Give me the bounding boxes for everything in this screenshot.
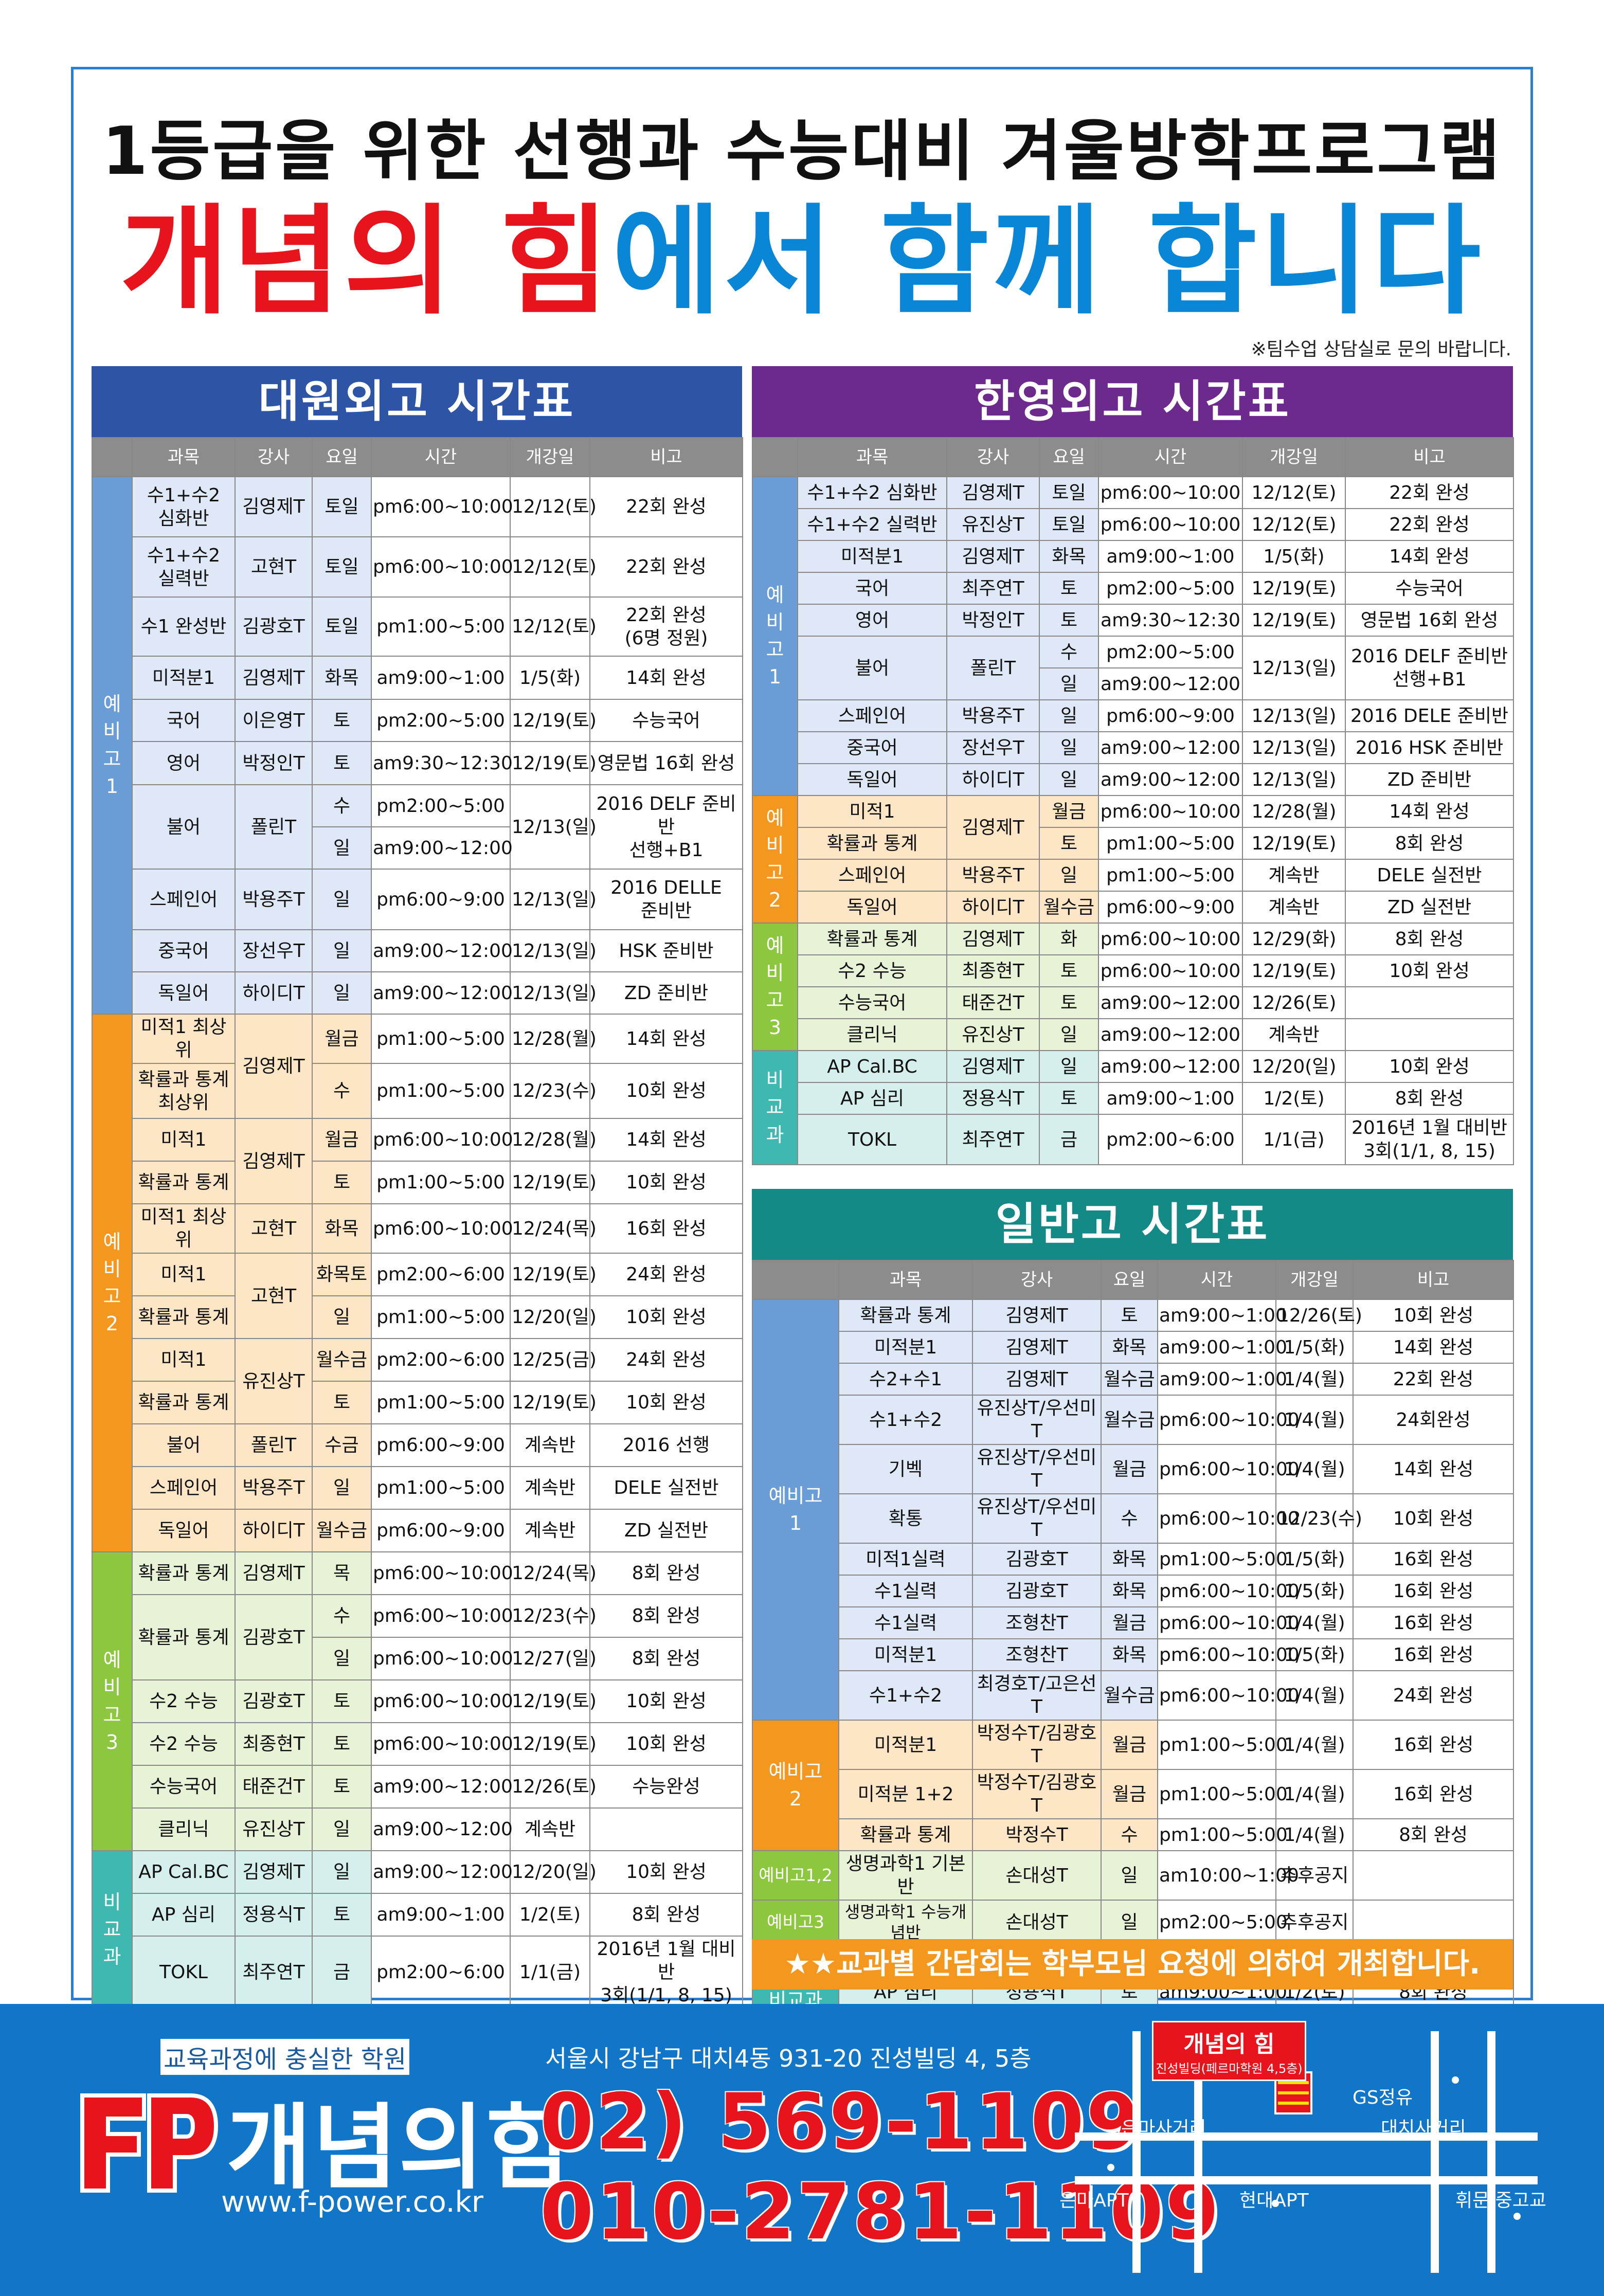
general-timetable: 일반고 시간표 과목 강사 요일 시간 개강일 비고 예비고 1 확률과 통계 김영제T 토 am9… — [752, 1189, 1514, 2058]
slogan: 교육과정에 충실한 학원 — [160, 2039, 410, 2075]
headline-tail: 에서 함께 합니다 — [612, 193, 1484, 331]
headline: 1등급을 위한 선행과 수능대비 겨울방학프로그램 — [102, 113, 1502, 190]
map-label-eunma-crossroad: 은마사거리 — [1121, 2118, 1206, 2139]
table-row: 예 비 고 1 수1+수2 심화반 김영제T 토일 pm6:00~10:00 12/12(토) 22… — [92, 476, 743, 1015]
hanyoung-table: 과목 강사 요일 시간 개강일 비고 예 비 고 1 수1+수2 심화반 김영제T 토일 pm6:00~… — [752, 437, 1514, 1165]
general-table: 과목 강사 요일 시간 개강일 비고 예비고 1 확률과 통계 김영제T 토 am9:00~1:00… — [752, 1260, 1514, 2058]
website-link[interactable]: www.f-power.co.kr — [221, 2185, 483, 2219]
map-label-daechi-crossroad: 대치사거리 — [1381, 2118, 1466, 2139]
brand-logo-text: 개념의힘 — [226, 2094, 571, 2202]
hanyoung-title: 한영외고 시간표 — [752, 366, 1513, 437]
map-label-whimoon: 휘문.중고교 — [1455, 2190, 1547, 2211]
daewon-timetable: 대원외고 시간표 과목 강사 요일 시간 개강일 비고 예 비 고 1 수1+수2 심화반 김영제T 토… — [92, 366, 743, 2009]
phone-main[interactable]: 02) 569-1109 — [540, 2077, 1142, 2167]
map-label-gs: GS정유 — [1353, 2087, 1413, 2108]
map-brand: 개념의 힘 — [1183, 2031, 1275, 2057]
map-label-eunma-apt: 은마APT — [1059, 2190, 1129, 2211]
table-header: 과목 강사 요일 시간 개강일 비고 — [92, 437, 743, 477]
daewon-table: 과목 강사 요일 시간 개강일 비고 예 비 고 1 수1+수2 심화반 김영제T 토일 pm6:00~1… — [92, 437, 743, 2009]
consult-note: ※팀수업 상담실로 문의 바랍니다. — [1251, 339, 1512, 360]
map-label-hyundai-apt: 현대APT — [1239, 2190, 1309, 2211]
daewon-title: 대원외고 시간표 — [92, 366, 742, 437]
brand-name: 개념의 힘 — [120, 193, 612, 331]
map-marker: 개념의 힘 진성빌딩(페르마학원 4,5층) — [1152, 2021, 1306, 2081]
hanyoung-timetable: 한영외고 시간표 과목 강사 요일 시간 개강일 비고 예 비 고 1 수1+수2 심화반 김영제T… — [752, 366, 1514, 1165]
general-title: 일반고 시간표 — [752, 1189, 1513, 1260]
map-building: 진성빌딩(페르마학원 4,5층) — [1156, 2062, 1303, 2076]
parent-meeting-note: ★★교과별 간담회는 학부모님 요청에 의하여 개최합니다. — [752, 1939, 1513, 1990]
fp-logo-icon — [80, 2093, 219, 2193]
location-map: 개념의 힘 진성빌딩(페르마학원 4,5층) GS정유 은마사거리 대치사거리 … — [1059, 2016, 1548, 2283]
address: 서울시 강남구 대치4동 931-20 진성빌딩 4, 5층 — [545, 2045, 1032, 2072]
headline-main: 개념의 힘에서 함께 합니다 — [0, 195, 1604, 329]
